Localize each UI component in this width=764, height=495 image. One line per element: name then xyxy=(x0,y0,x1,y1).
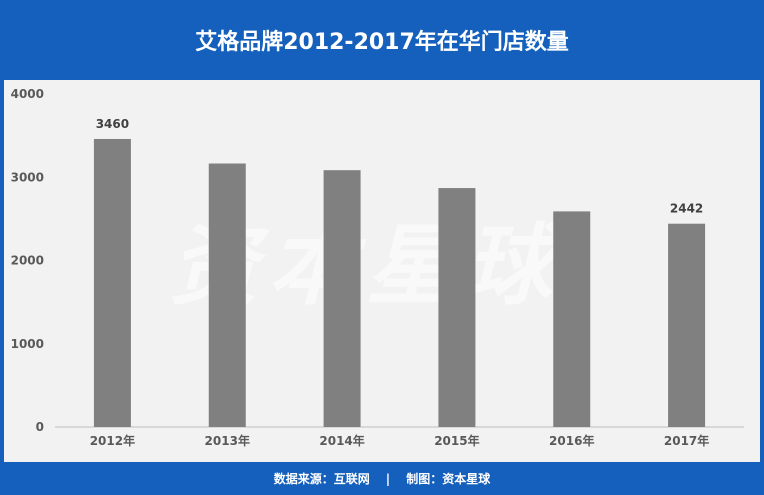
x-tick-label: 2017年 xyxy=(664,433,709,448)
chart-title: 艾格品牌2012-2017年在华门店数量 xyxy=(195,30,569,55)
bar xyxy=(553,211,591,427)
data-label: 2442 xyxy=(670,202,703,216)
bar-chart: 0 1000 2000 3000 4000 3460 2012年 2013年 2014年 2015… xyxy=(11,87,744,448)
bar xyxy=(668,223,706,427)
bar xyxy=(438,188,476,427)
footer-separator: | xyxy=(385,471,391,486)
title-bar: 艾格品牌2012-2017年在华门店数量 xyxy=(0,0,764,80)
y-tick-label: 3000 xyxy=(11,170,44,184)
y-tick-label: 4000 xyxy=(11,87,44,101)
bar xyxy=(93,138,131,427)
x-tick-label: 2014年 xyxy=(319,433,364,448)
footer-credit: 制图：资本星球 xyxy=(406,472,491,486)
x-tick-label: 2012年 xyxy=(90,433,135,448)
footer-bar: 数据来源：互联网 | 制图：资本星球 xyxy=(0,462,764,495)
y-tick-label: 2000 xyxy=(11,254,44,268)
x-tick-label: 2015年 xyxy=(434,433,479,448)
footer-source: 数据来源：互联网 xyxy=(273,472,370,486)
bar xyxy=(323,170,361,427)
x-tick-label: 2016年 xyxy=(549,433,594,448)
bar xyxy=(208,163,246,428)
y-tick-label: 0 xyxy=(36,420,44,434)
data-label: 3460 xyxy=(96,117,129,131)
y-tick-label: 1000 xyxy=(11,337,44,351)
x-tick-label: 2013年 xyxy=(205,433,250,448)
